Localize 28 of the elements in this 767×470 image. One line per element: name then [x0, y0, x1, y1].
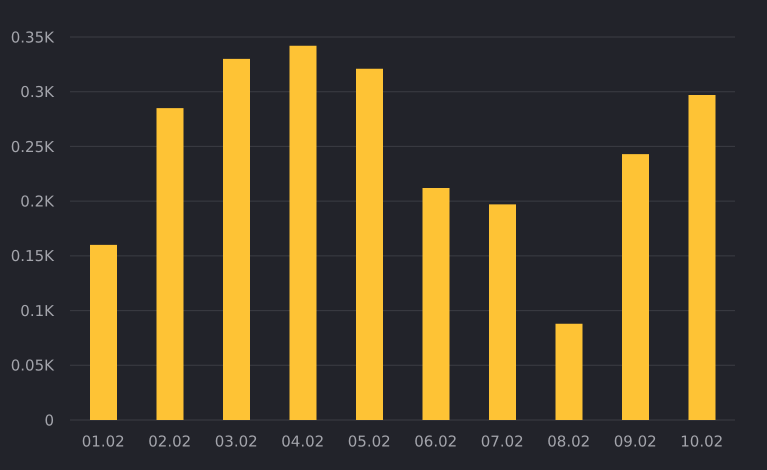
x-tick-label: 10.02	[680, 432, 724, 451]
bar	[90, 244, 117, 420]
bar	[290, 46, 316, 420]
y-tick-label: 0.05K	[10, 356, 56, 375]
y-tick-label: 0.3K	[20, 83, 56, 102]
y-tick-label: 0.35K	[10, 28, 56, 46]
x-tick-label: 03.02	[214, 432, 258, 451]
bar	[688, 94, 716, 420]
bar	[556, 324, 582, 420]
bar	[489, 204, 516, 420]
bar	[422, 188, 450, 420]
bar	[356, 68, 383, 420]
x-tick-label: 07.02	[480, 432, 524, 451]
y-tick-label: 0.15K	[10, 247, 56, 266]
y-tick-label: 0.2K	[20, 192, 56, 210]
y-tick-label: 0	[44, 411, 54, 430]
y-tick-label: 0.1K	[20, 302, 56, 320]
bar	[622, 154, 649, 420]
x-tick-label: 01.02	[82, 432, 125, 451]
x-tick-label: 06.02	[414, 432, 458, 451]
bar	[156, 108, 184, 420]
x-tick-label: 09.02	[614, 432, 657, 451]
x-tick-label: 02.02	[148, 432, 192, 451]
x-tick-label: 05.02	[348, 432, 391, 451]
x-tick-label: 04.02	[281, 432, 324, 451]
bar	[223, 58, 250, 420]
x-tick-label: 08.02	[547, 432, 590, 451]
y-tick-label: 0.25K	[10, 138, 56, 156]
